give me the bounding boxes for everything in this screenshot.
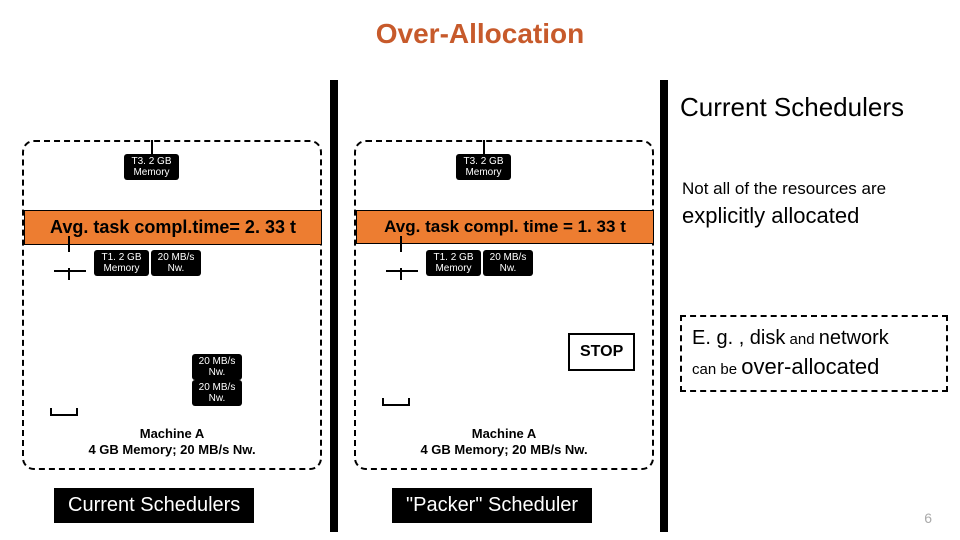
bracket-b: [382, 404, 410, 406]
task-t1-a: T1. 2 GB Memory: [94, 250, 149, 276]
bottom-label-a: Current Schedulers: [54, 488, 254, 523]
note1-line1: Not all of the resources are: [682, 179, 886, 198]
nw-a1: 20 MB/s Nw.: [192, 354, 242, 380]
vertical-divider-2: [660, 80, 668, 532]
bottom-label-b: "Packer" Scheduler: [392, 488, 592, 523]
note-resources: Not all of the resources are explicitly …: [682, 178, 960, 231]
note2-e: over-allocated: [741, 354, 879, 379]
machine-label-a: Machine A 4 GB Memory; 20 MB/s Nw.: [24, 426, 320, 459]
tick-b: [483, 140, 485, 154]
panel-current-schedulers: T3. 2 GB Memory Avg. task compl.time= 2.…: [22, 140, 322, 470]
current-schedulers-heading: Current Schedulers: [680, 92, 904, 123]
task-t1-b: T1. 2 GB Memory: [426, 250, 481, 276]
note1-line2: explicitly allocated: [682, 203, 859, 228]
machine-label-b: Machine A 4 GB Memory; 20 MB/s Nw.: [356, 426, 652, 459]
task-t3-a: T3. 2 GB Memory: [124, 154, 179, 180]
vertical-divider-1: [330, 80, 338, 532]
page-title: Over-Allocation: [0, 0, 960, 50]
note-overallocated: E. g. , disk and network can be over-all…: [680, 315, 948, 392]
nw-t1-a: 20 MB/s Nw.: [151, 250, 201, 276]
note2-c: network: [819, 327, 889, 349]
stop-box: STOP: [568, 333, 635, 371]
note2-b: and: [785, 331, 818, 348]
nw-t1-b: 20 MB/s Nw.: [483, 250, 533, 276]
tick-a: [151, 140, 153, 154]
slide-number: 6: [924, 510, 932, 526]
note2-d: can be: [692, 361, 741, 378]
note2-a: E. g. , disk: [692, 327, 785, 349]
panel-packer-scheduler: T3. 2 GB Memory Avg. task compl. time = …: [354, 140, 654, 470]
bracket-a: [50, 414, 78, 416]
nw-a2: 20 MB/s Nw.: [192, 380, 242, 406]
task-t3-b: T3. 2 GB Memory: [456, 154, 511, 180]
